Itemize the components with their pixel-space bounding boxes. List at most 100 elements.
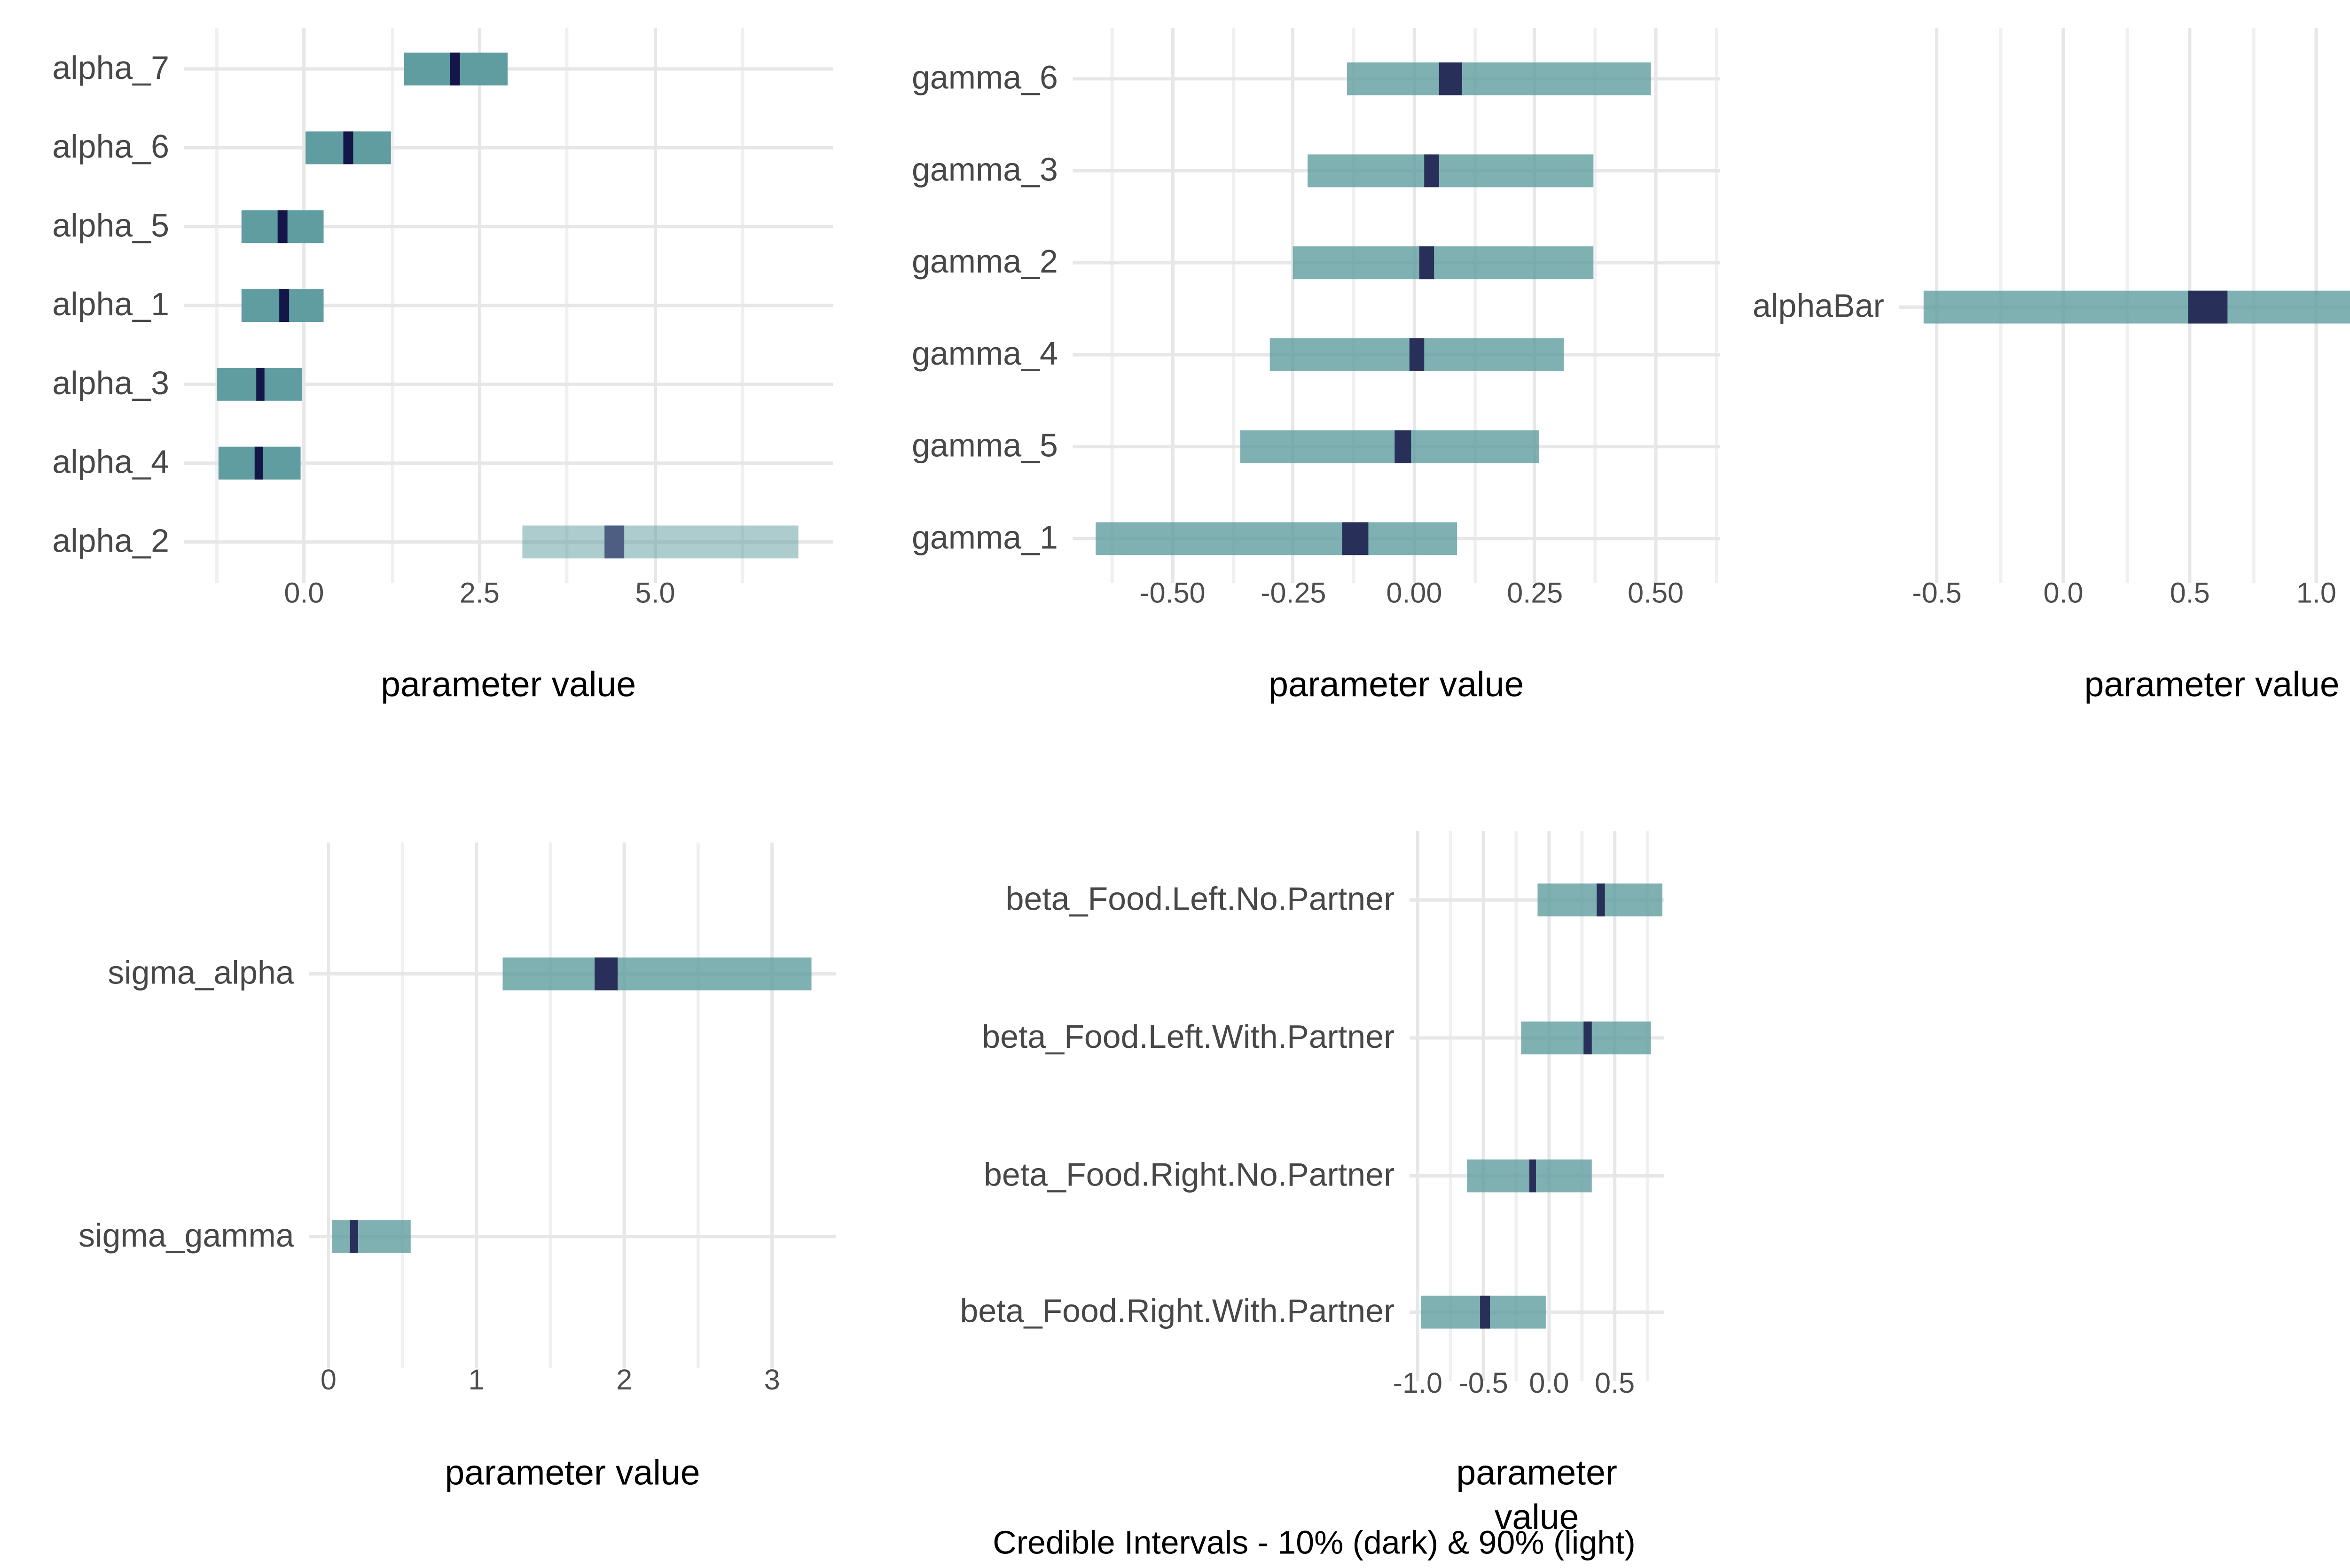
inner-interval-bar-alpha_4 (255, 446, 264, 480)
inner-interval-bar-beta_Food.Right.No.Partner (1529, 1159, 1536, 1193)
row-gridline (184, 225, 833, 228)
major-gridline (770, 842, 774, 1368)
row-gridline (309, 1235, 837, 1239)
outer-interval-bar-beta_Food.Right.No.Partner (1466, 1159, 1593, 1193)
minor-gridline (696, 842, 700, 1368)
minor-gridline (1646, 831, 1650, 1381)
inner-interval-bar-gamma_1 (1342, 522, 1369, 555)
x-tick-label: 0.00 (1386, 576, 1442, 609)
x-tick-label: 3 (764, 1363, 780, 1396)
major-gridline (1613, 831, 1617, 1381)
inner-interval-bar-alpha_7 (450, 52, 460, 86)
minor-gridline (1352, 28, 1355, 583)
major-gridline (475, 842, 478, 1368)
outer-interval-bar-sigma_gamma (331, 1220, 412, 1253)
inner-interval-bar-sigma_gamma (349, 1220, 358, 1253)
row-gridline (184, 382, 833, 386)
minor-gridline (1473, 28, 1476, 583)
x-tick-label: 0.5 (2170, 576, 2210, 609)
inner-interval-bar-beta_Food.Left.With.Partner (1583, 1021, 1591, 1054)
x-axis-title-alpha: parameter value (381, 665, 636, 705)
y-axis-label-alpha_2: alpha_2 (52, 523, 169, 560)
x-tick-label: 0.25 (1507, 576, 1563, 609)
x-tick-label: -0.5 (1458, 1366, 1508, 1399)
panel-alpha (184, 28, 833, 583)
y-axis-label-gamma_1: gamma_1 (911, 520, 1058, 557)
major-gridline (1171, 28, 1175, 583)
row-gridline (184, 304, 833, 307)
x-axis-title-beta: parameter value (1456, 1453, 1617, 1537)
inner-interval-bar-gamma_3 (1424, 154, 1439, 187)
inner-interval-bar-gamma_2 (1419, 246, 1434, 280)
major-gridline (1412, 28, 1416, 583)
x-tick-label: -0.50 (1140, 576, 1206, 609)
inner-interval-bar-alpha_1 (279, 289, 289, 322)
outer-interval-bar-sigma_alpha (503, 957, 812, 991)
panel-gamma (1073, 28, 1720, 583)
x-tick-label: -0.5 (1912, 576, 1962, 609)
y-axis-label-beta_Food.Left.No.Partner: beta_Food.Left.No.Partner (1005, 882, 1395, 918)
x-tick-label: -0.25 (1261, 576, 1326, 609)
inner-interval-bar-alpha_5 (277, 210, 288, 243)
inner-interval-bar-gamma_5 (1394, 430, 1411, 463)
y-axis-label-gamma_3: gamma_3 (911, 153, 1058, 189)
x-tick-label: 0.50 (1628, 576, 1684, 609)
y-axis-label-alpha_5: alpha_5 (52, 208, 169, 245)
major-gridline (1416, 831, 1419, 1381)
x-tick-label: 0.0 (284, 576, 324, 609)
major-gridline (1292, 28, 1295, 583)
minor-gridline (400, 842, 404, 1368)
x-tick-label: 0.0 (2043, 576, 2084, 609)
x-tick-label: 2.5 (459, 576, 500, 609)
inner-interval-bar-beta_Food.Left.No.Partner (1596, 883, 1606, 917)
x-axis-title-gamma: parameter value (1269, 665, 1524, 705)
inner-interval-bar-alphaBar (2187, 290, 2228, 324)
x-tick-label: 2 (616, 1363, 633, 1396)
outer-interval-bar-gamma_6 (1346, 62, 1651, 95)
y-axis-label-alpha_1: alpha_1 (52, 287, 169, 324)
y-axis-label-sigma_alpha: sigma_alpha (108, 956, 294, 992)
minor-gridline (1580, 831, 1584, 1381)
inner-interval-bar-sigma_alpha (595, 957, 617, 991)
y-axis-label-alpha_7: alpha_7 (52, 51, 169, 87)
outer-interval-bar-gamma_3 (1308, 154, 1593, 187)
minor-gridline (1231, 28, 1235, 583)
y-axis-label-alphaBar: alphaBar (1753, 289, 1884, 326)
y-axis-label-alpha_4: alpha_4 (52, 445, 169, 482)
outer-interval-bar-gamma_2 (1293, 246, 1593, 280)
row-gridline (1409, 898, 1664, 902)
major-gridline (1547, 831, 1551, 1381)
x-tick-label: 0.5 (1595, 1366, 1635, 1399)
figure-caption: Credible Intervals - 10% (dark) & 90% (l… (993, 1525, 1636, 1562)
x-tick-label: 1 (468, 1363, 485, 1396)
x-tick-label: 0 (320, 1363, 337, 1396)
x-tick-label: 0.0 (1529, 1366, 1569, 1399)
major-gridline (327, 842, 330, 1368)
row-gridline (184, 540, 833, 544)
x-tick-label: 5.0 (635, 576, 675, 609)
row-gridline (184, 67, 833, 71)
outer-interval-bar-alpha_2 (522, 525, 799, 559)
major-gridline (622, 842, 626, 1368)
inner-interval-bar-gamma_6 (1438, 62, 1463, 95)
major-gridline (1533, 28, 1537, 583)
row-gridline (184, 461, 833, 465)
inner-interval-bar-beta_Food.Right.With.Partner (1480, 1295, 1490, 1329)
minor-gridline (1593, 28, 1597, 583)
minor-gridline (1111, 28, 1114, 583)
inner-interval-bar-gamma_4 (1409, 338, 1424, 371)
minor-gridline (1514, 831, 1518, 1381)
y-axis-label-gamma_2: gamma_2 (911, 244, 1058, 281)
inner-interval-bar-alpha_6 (343, 131, 353, 164)
y-axis-label-gamma_6: gamma_6 (911, 61, 1058, 97)
panel-beta (1409, 831, 1664, 1381)
x-tick-label: -1.0 (1393, 1366, 1442, 1399)
panel-sigma (309, 842, 837, 1368)
y-axis-label-beta_Food.Right.No.Partner: beta_Food.Right.No.Partner (984, 1158, 1395, 1194)
major-gridline (1654, 28, 1658, 583)
inner-interval-bar-alpha_2 (605, 525, 625, 559)
outer-interval-bar-gamma_1 (1095, 522, 1458, 555)
minor-gridline (1449, 831, 1452, 1381)
y-axis-label-gamma_5: gamma_5 (911, 429, 1058, 465)
